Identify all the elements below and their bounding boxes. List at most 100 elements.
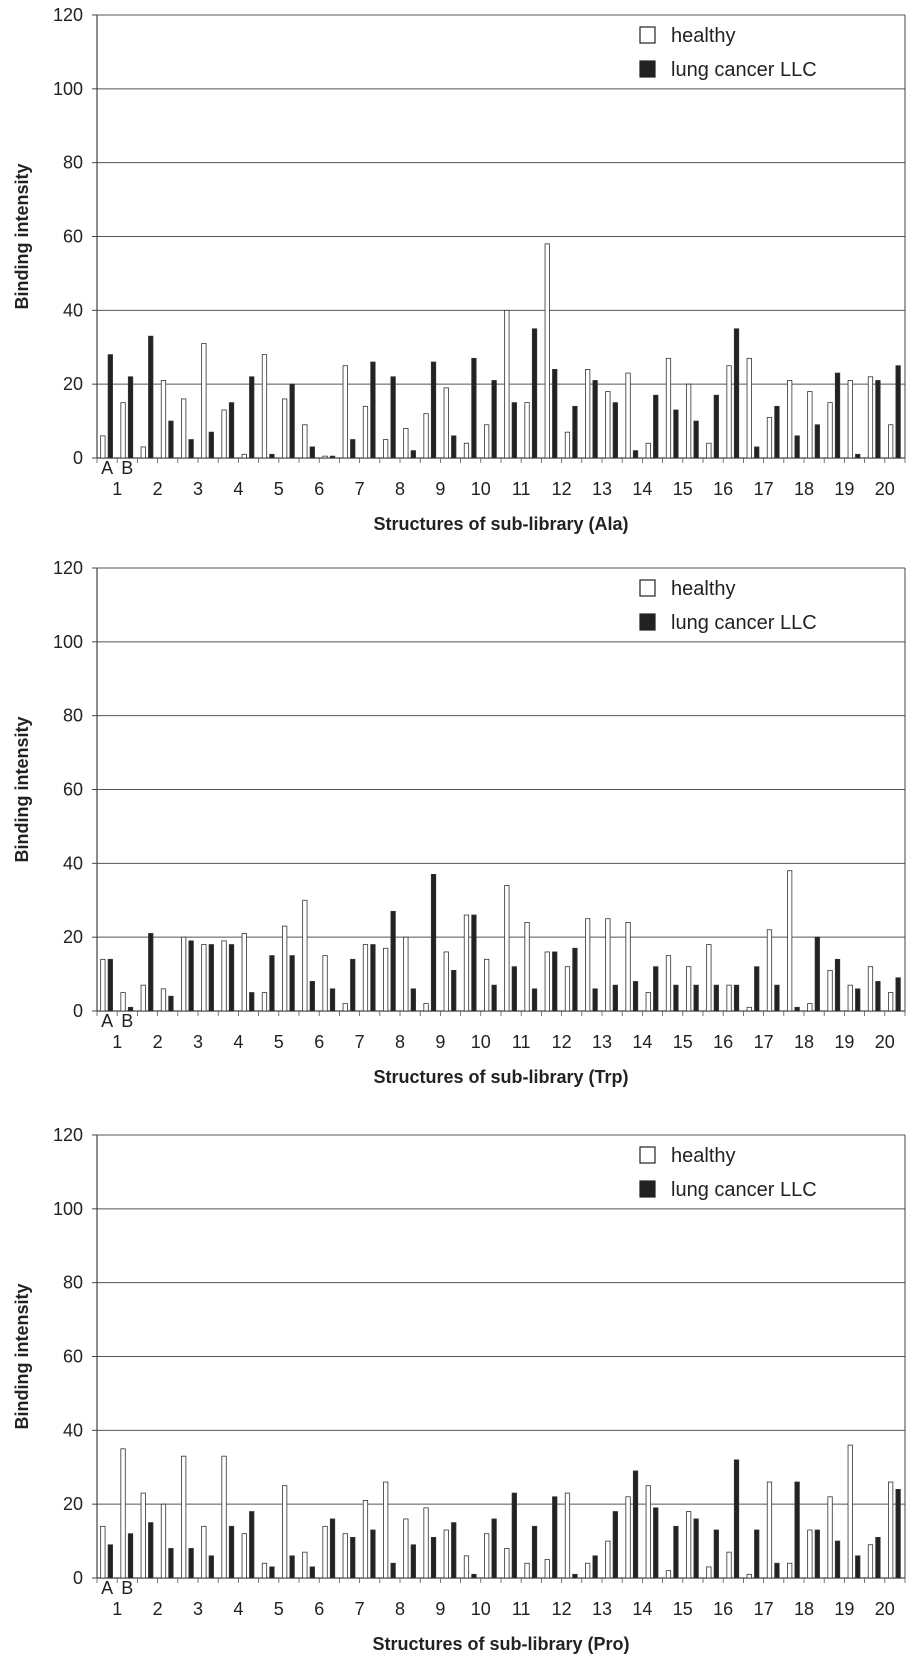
x-tick-label: 15	[673, 1032, 693, 1052]
bar-healthy	[160, 988, 167, 1012]
x-tick-label: 18	[794, 479, 814, 499]
bar-lung-cancer	[511, 402, 517, 459]
x-tick-label: 16	[713, 1599, 733, 1619]
bar-lung-cancer	[451, 1522, 457, 1579]
bar-healthy	[120, 1448, 126, 1579]
bar-lung-cancer	[107, 1544, 113, 1579]
x-tick-label: 14	[632, 1032, 652, 1052]
bar-healthy	[484, 958, 490, 1012]
y-tick-label: 0	[73, 1001, 83, 1021]
bar-lung-cancer	[249, 992, 255, 1012]
y-tick-label: 80	[63, 153, 83, 173]
bar-lung-cancer	[531, 328, 538, 459]
bar-healthy	[746, 357, 752, 459]
bar-lung-cancer	[329, 1518, 336, 1579]
bar-healthy	[564, 966, 571, 1012]
bar-lung-cancer	[390, 910, 396, 1012]
bar-lung-cancer	[491, 1518, 497, 1579]
y-tick-label: 20	[63, 1494, 83, 1514]
x-tick-label: 12	[552, 1032, 572, 1052]
bar-healthy	[362, 944, 369, 1012]
x-tick-label: 17	[754, 479, 774, 499]
y-tick-label: 80	[63, 706, 83, 726]
x-tick-label: 2	[153, 1032, 163, 1052]
bar-lung-cancer	[350, 958, 356, 1012]
bar-healthy	[726, 984, 732, 1012]
bar-lung-cancer	[107, 354, 113, 459]
bar-healthy	[201, 1525, 207, 1579]
bar-healthy	[544, 1559, 550, 1579]
bar-lung-cancer	[592, 988, 598, 1012]
legend-swatch-healthy	[639, 26, 656, 44]
bar-healthy	[504, 1548, 510, 1579]
bar-healthy	[605, 918, 611, 1012]
bar-healthy	[585, 368, 591, 459]
bar-healthy	[342, 365, 348, 459]
x-tick-label: 4	[233, 1599, 243, 1619]
bar-lung-cancer	[390, 376, 396, 459]
bar-healthy	[120, 992, 126, 1012]
bar-lung-cancer	[834, 958, 841, 1012]
bar-lung-cancer	[471, 914, 477, 1012]
bar-healthy	[888, 424, 894, 459]
bar-lung-cancer	[471, 1573, 477, 1579]
bar-lung-cancer	[774, 984, 780, 1012]
bar-lung-cancer	[794, 1006, 800, 1012]
legend-label-lung-cancer: lung cancer LLC	[671, 59, 817, 81]
bar-healthy	[484, 1533, 490, 1579]
bar-healthy	[302, 1551, 308, 1579]
bar-healthy	[867, 376, 874, 459]
bar-lung-cancer	[713, 1529, 719, 1579]
bar-lung-cancer	[572, 947, 578, 1012]
bar-lung-cancer	[430, 361, 437, 459]
bar-healthy	[706, 442, 712, 459]
x-tick-label: 16	[713, 479, 733, 499]
bar-lung-cancer	[552, 1496, 558, 1579]
x-tick-label: 5	[274, 1599, 284, 1619]
y-axis-title: Binding intensity	[12, 717, 32, 863]
bar-healthy	[181, 398, 187, 459]
bar-lung-cancer	[127, 1533, 134, 1579]
subgroup-label: A	[101, 458, 113, 478]
bar-lung-cancer	[632, 1470, 639, 1579]
bar-lung-cancer	[673, 409, 679, 459]
x-tick-label: 10	[471, 1032, 491, 1052]
bar-lung-cancer	[188, 439, 194, 459]
bar-healthy	[100, 1525, 106, 1579]
bar-lung-cancer	[289, 383, 295, 459]
bar-healthy	[888, 1481, 894, 1579]
bar-lung-cancer	[673, 1525, 679, 1579]
bar-healthy	[302, 899, 308, 1012]
bar-healthy	[282, 398, 288, 459]
x-tick-label: 13	[592, 1032, 612, 1052]
bar-healthy	[383, 439, 389, 459]
bar-healthy	[564, 431, 571, 459]
bar-healthy	[746, 1573, 752, 1579]
bar-lung-cancer	[875, 380, 881, 459]
bar-lung-cancer	[410, 988, 416, 1012]
bar-lung-cancer	[895, 977, 901, 1012]
x-axis-title: Structures of sub-library (Trp)	[373, 1067, 628, 1087]
bar-healthy	[544, 951, 550, 1012]
x-tick-label: 15	[673, 1599, 693, 1619]
x-axis-title: Structures of sub-library (Pro)	[372, 1634, 629, 1654]
bar-healthy	[686, 1511, 692, 1579]
y-tick-label: 100	[53, 79, 83, 99]
bar-healthy	[342, 1003, 348, 1012]
x-tick-label: 14	[632, 479, 652, 499]
bar-healthy	[665, 357, 672, 459]
bar-healthy	[463, 914, 470, 1012]
legend-swatch-lung-cancer	[639, 60, 656, 78]
x-tick-label: 7	[355, 479, 365, 499]
bar-healthy	[443, 951, 449, 1012]
bar-lung-cancer	[814, 936, 820, 1012]
y-tick-label: 100	[53, 1199, 83, 1219]
legend-label-healthy: healthy	[671, 578, 736, 600]
bar-healthy	[585, 1562, 591, 1579]
bar-lung-cancer	[370, 361, 376, 459]
bar-healthy	[241, 1533, 247, 1579]
bar-healthy	[383, 947, 389, 1012]
bar-healthy	[706, 944, 712, 1012]
bar-healthy	[625, 1496, 631, 1579]
bar-healthy	[403, 936, 409, 1012]
